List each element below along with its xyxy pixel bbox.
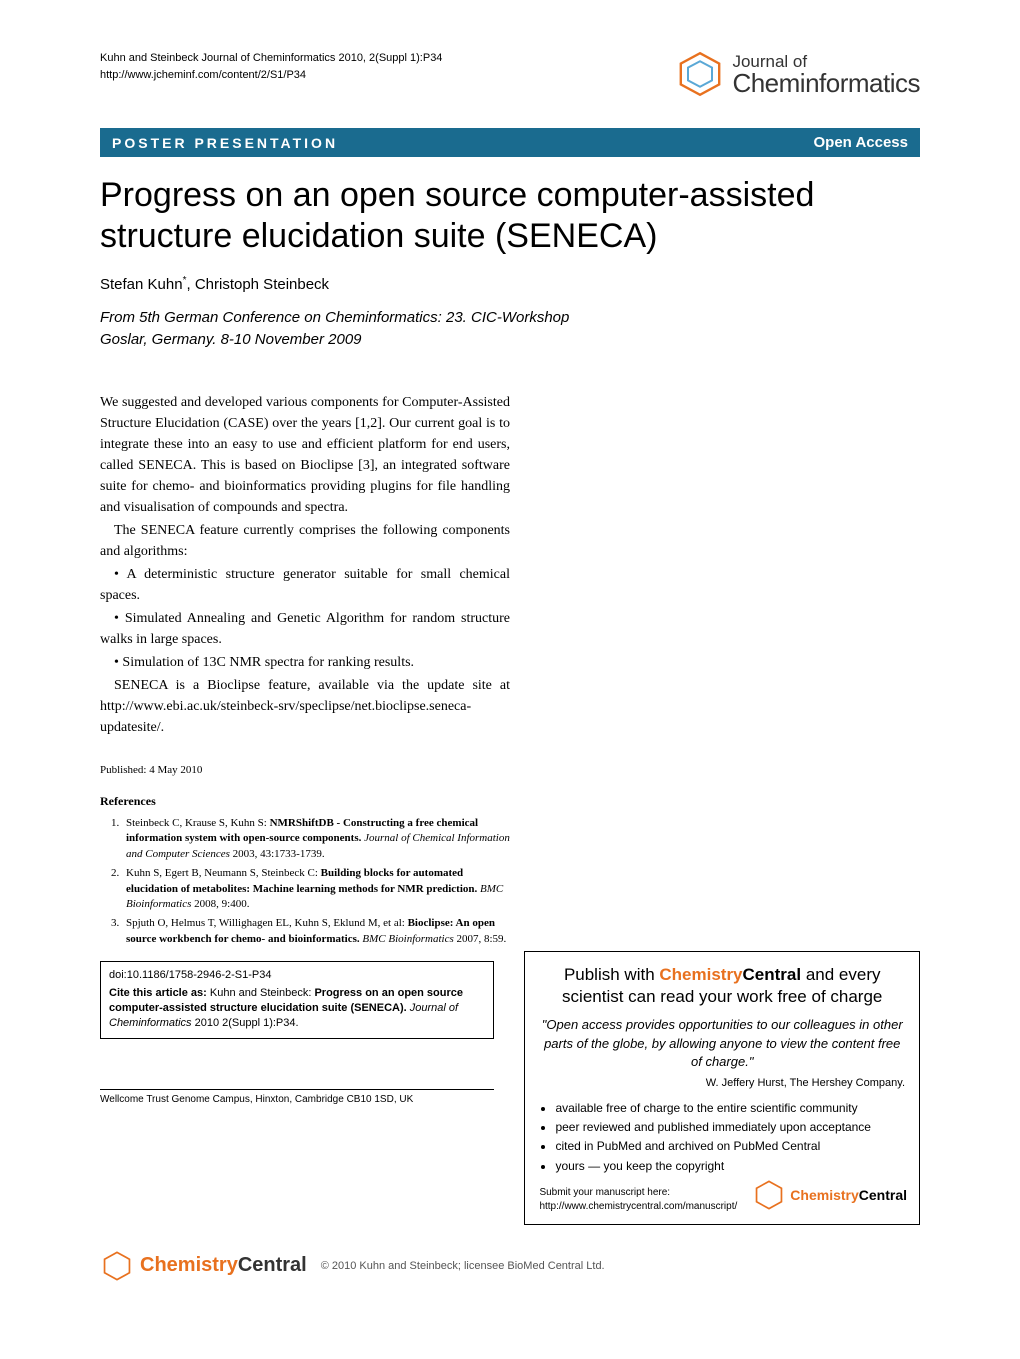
para-3: SENECA is a Bioclipse feature, available… bbox=[100, 675, 510, 738]
promo-chem: Chemistry bbox=[659, 965, 742, 984]
open-access-label: Open Access bbox=[814, 134, 909, 151]
reference-item: Spjuth O, Helmus T, Willighagen EL, Kuhn… bbox=[122, 916, 510, 947]
promo-bullet: peer reviewed and published immediately … bbox=[555, 1118, 905, 1137]
promo-bullet: available free of charge to the entire s… bbox=[555, 1099, 905, 1118]
footer-logo: ChemistryCentral bbox=[100, 1249, 307, 1283]
url-line: http://www.jcheminf.com/content/2/S1/P34 bbox=[100, 67, 442, 84]
para-1: We suggested and developed various compo… bbox=[100, 392, 510, 518]
authors: Stefan Kuhn*, Christoph Steinbeck bbox=[100, 275, 920, 293]
ref-authors: Spjuth O, Helmus T, Willighagen EL, Kuhn… bbox=[126, 917, 408, 929]
header-citation: Kuhn and Steinbeck Journal of Cheminform… bbox=[100, 50, 442, 83]
ref-rest: 2007, 8:59. bbox=[454, 933, 507, 945]
body-text: We suggested and developed various compo… bbox=[100, 392, 510, 948]
article-title: Progress on an open source computer-assi… bbox=[100, 175, 920, 257]
promo-attribution: W. Jeffery Hurst, The Hershey Company. bbox=[539, 1077, 905, 1089]
citation-line: Kuhn and Steinbeck Journal of Cheminform… bbox=[100, 50, 442, 67]
ref-authors: Steinbeck C, Krause S, Kuhn S: bbox=[126, 817, 270, 829]
published-date: Published: 4 May 2010 bbox=[100, 762, 510, 779]
hexagon-icon bbox=[676, 50, 724, 98]
bullet-3: • Simulation of 13C NMR spectra for rank… bbox=[100, 652, 510, 673]
footer: ChemistryCentral © 2010 Kuhn and Steinbe… bbox=[100, 1249, 920, 1283]
journal-name-bottom: Cheminformatics bbox=[732, 70, 920, 96]
promo-bullet: yours — you keep the copyright bbox=[555, 1157, 905, 1176]
cite-rest: 2010 2(Suppl 1):P34. bbox=[192, 1017, 299, 1029]
footer-logo-chem: Chemistry bbox=[140, 1254, 238, 1276]
promo-central: Central bbox=[743, 965, 802, 984]
hexagon-icon bbox=[100, 1249, 134, 1283]
author-1: Stefan Kuhn bbox=[100, 276, 183, 293]
conference-info: From 5th German Conference on Cheminform… bbox=[100, 307, 920, 352]
cite-authors: Kuhn and Steinbeck: bbox=[207, 987, 315, 999]
promo-headline: Publish with ChemistryCentral and every … bbox=[539, 964, 905, 1008]
ref-journal: BMC Bioinformatics bbox=[360, 933, 454, 945]
authors-rest: , Christoph Steinbeck bbox=[186, 276, 329, 293]
reference-item: Steinbeck C, Krause S, Kuhn S: NMRShiftD… bbox=[122, 816, 510, 862]
promo-logo-central: Central bbox=[859, 1187, 907, 1203]
affiliation: Wellcome Trust Genome Campus, Hinxton, C… bbox=[100, 1089, 494, 1105]
header: Kuhn and Steinbeck Journal of Cheminform… bbox=[100, 50, 920, 98]
cite-box: doi:10.1186/1758-2946-2-S1-P34 Cite this… bbox=[100, 961, 494, 1039]
reference-item: Kuhn S, Egert B, Neumann S, Steinbeck C:… bbox=[122, 866, 510, 912]
conference-line2: Goslar, Germany. 8-10 November 2009 bbox=[100, 331, 362, 348]
hexagon-icon bbox=[752, 1178, 786, 1212]
cite-label: Cite this article as: bbox=[109, 987, 207, 999]
promo-box: Publish with ChemistryCentral and every … bbox=[524, 951, 920, 1225]
ref-rest: 2008, 9:400. bbox=[191, 898, 249, 910]
promo-benefits-list: available free of charge to the entire s… bbox=[539, 1099, 905, 1176]
references-list: Steinbeck C, Krause S, Kuhn S: NMRShiftD… bbox=[100, 816, 510, 947]
promo-logo: ChemistryCentral bbox=[752, 1178, 907, 1212]
doi: doi:10.1186/1758-2946-2-S1-P34 bbox=[109, 968, 485, 983]
conference-from: From bbox=[100, 309, 135, 326]
ref-authors: Kuhn S, Egert B, Neumann S, Steinbeck C: bbox=[126, 867, 321, 879]
section-bar: POSTER PRESENTATION Open Access bbox=[100, 128, 920, 157]
copyright: © 2010 Kuhn and Steinbeck; licensee BioM… bbox=[321, 1260, 605, 1272]
journal-name-top: Journal of bbox=[732, 53, 920, 70]
journal-logo: Journal of Cheminformatics bbox=[676, 50, 920, 98]
bullet-1: • A deterministic structure generator su… bbox=[100, 564, 510, 606]
promo-bullet: cited in PubMed and archived on PubMed C… bbox=[555, 1137, 905, 1156]
references-heading: References bbox=[100, 792, 510, 810]
promo-quote: "Open access provides opportunities to o… bbox=[539, 1016, 905, 1071]
ref-rest: 2003, 43:1733-1739. bbox=[230, 848, 325, 860]
section-type: POSTER PRESENTATION bbox=[112, 135, 338, 151]
bullet-2: • Simulated Annealing and Genetic Algori… bbox=[100, 608, 510, 650]
promo-logo-chem: Chemistry bbox=[790, 1187, 858, 1203]
promo-pre: Publish with bbox=[564, 965, 659, 984]
para-2: The SENECA feature currently comprises t… bbox=[100, 520, 510, 562]
footer-logo-central: Central bbox=[238, 1254, 307, 1276]
conference-line1: 5th German Conference on Cheminformatics… bbox=[135, 309, 569, 326]
